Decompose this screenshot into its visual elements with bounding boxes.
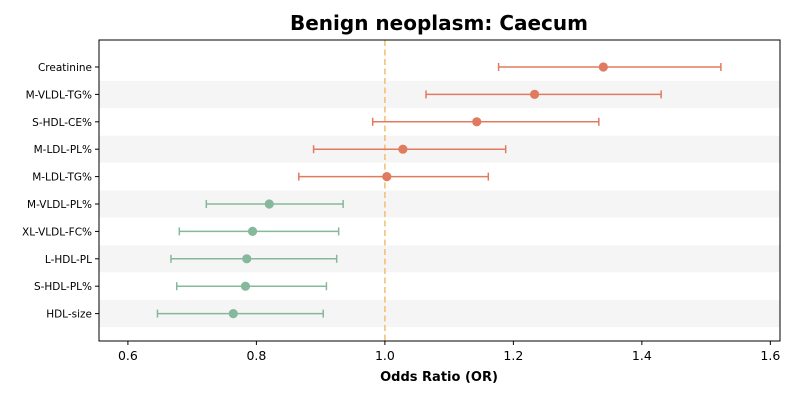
estimate-row <box>156 309 324 319</box>
estimate-row <box>178 226 340 236</box>
point-estimate <box>529 89 540 99</box>
x-axis-label: Odds Ratio (OR) <box>380 370 498 385</box>
y-axis: Creatinine M-VLDL-TG% S-HDL-CE% M-LDL-PL% M-… <box>22 62 99 321</box>
estimate-row <box>497 62 722 72</box>
point-estimate <box>472 117 482 127</box>
point-estimate <box>398 144 408 154</box>
chart-title: Benign neoplasm: Caecum <box>290 11 588 35</box>
x-tick-label: 1.4 <box>632 348 652 363</box>
estimate-row <box>175 281 328 291</box>
point-estimate <box>228 309 238 319</box>
x-tick-label: 0.6 <box>118 348 138 363</box>
estimate-row <box>298 172 490 182</box>
y-tick-label: M-LDL-PL% <box>34 144 92 156</box>
point-estimate <box>247 226 258 236</box>
y-tick-label: HDL-size <box>46 309 92 321</box>
row-bands <box>99 80 780 328</box>
y-tick-label: M-LDL-TG% <box>32 172 92 184</box>
y-tick-label: S-HDL-CE% <box>32 117 92 129</box>
y-tick-label: Creatinine <box>38 62 92 74</box>
plot-frame <box>98 39 781 342</box>
y-tick-label: L-HDL-PL <box>45 254 92 266</box>
point-estimate <box>240 281 251 291</box>
estimate-marks <box>156 62 722 319</box>
point-estimate <box>598 62 608 72</box>
y-tick-label: M-VLDL-PL% <box>27 199 92 211</box>
estimate-row <box>205 199 344 209</box>
estimate-row <box>312 144 507 154</box>
point-estimate <box>382 172 392 182</box>
y-tick-label: XL-VLDL-FC% <box>22 226 92 238</box>
estimate-row <box>371 117 600 127</box>
x-tick-label: 1.2 <box>503 348 523 363</box>
x-tick-label: 1.6 <box>760 348 780 363</box>
x-tick-label: 0.8 <box>246 348 266 363</box>
point-estimate <box>242 254 252 264</box>
y-tick-label: M-VLDL-TG% <box>26 89 92 101</box>
estimate-row <box>425 89 662 99</box>
x-tick-label: 1.0 <box>375 348 395 363</box>
row-band <box>99 190 780 218</box>
point-estimate <box>264 199 274 209</box>
y-tick-label: S-HDL-PL% <box>34 281 92 293</box>
x-axis: 0.6 0.8 1.0 1.2 1.4 1.6 <box>118 341 780 363</box>
estimate-row <box>170 254 338 264</box>
